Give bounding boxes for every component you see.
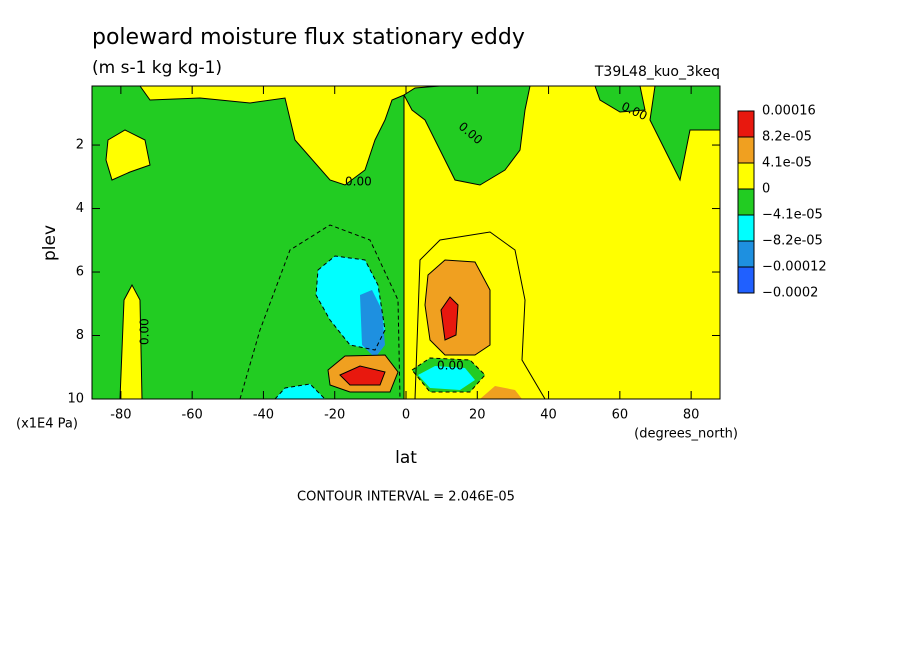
colorbar-label: 0	[762, 182, 770, 197]
colorbar-label: 4.1e-05	[762, 156, 812, 171]
contour-field	[92, 86, 720, 399]
x-tick-label: 0	[402, 408, 410, 423]
x-tick-label: -60	[182, 408, 203, 423]
y-tick-label: 4	[76, 201, 84, 216]
region	[480, 386, 522, 399]
y-axis-label: plev	[40, 225, 60, 261]
region	[120, 285, 142, 399]
region	[418, 366, 475, 390]
colorbar-label: 8.2e-05	[762, 130, 812, 145]
colorbar-label: −0.0002	[762, 286, 818, 301]
y-axis-units: (x1E4 Pa)	[16, 417, 78, 432]
x-tick-label: -20	[324, 408, 345, 423]
region	[106, 130, 150, 180]
colorbar-swatch	[737, 240, 755, 268]
region	[404, 86, 530, 185]
colorbar-swatch	[737, 214, 755, 242]
colorbar-swatch	[737, 266, 755, 294]
y-tick-label: 2	[76, 138, 84, 153]
colorbar-label: −4.1e-05	[762, 208, 823, 223]
x-axis-label: lat	[395, 448, 417, 468]
x-tick-label: 40	[540, 408, 557, 423]
x-tick-label: -80	[110, 408, 131, 423]
region	[92, 86, 404, 399]
y-tick-label: 8	[76, 328, 84, 343]
colorbar-swatch	[737, 162, 755, 190]
region	[650, 86, 720, 180]
contour-label: 0.00	[437, 359, 464, 373]
x-tick-label: -40	[253, 408, 274, 423]
region	[441, 297, 458, 340]
region	[360, 290, 385, 358]
x-tick-label: 60	[612, 408, 629, 423]
x-tick-label: 80	[683, 408, 700, 423]
chart-title: poleward moisture flux stationary eddy	[92, 25, 525, 50]
colorbar-swatch	[737, 110, 755, 138]
contour-lines	[92, 85, 720, 400]
contour-label: 0.00	[138, 318, 152, 345]
colorbar-label: 0.00016	[762, 104, 816, 119]
footer-note: CONTOUR INTERVAL = 2.046E-05	[297, 490, 515, 505]
contour-label: 0.00	[345, 175, 372, 189]
y-tick-label: 10	[67, 392, 84, 407]
region	[595, 86, 645, 112]
colorbar-swatch	[737, 136, 755, 164]
dataset-label: T39L48_kuo_3keq	[594, 64, 720, 80]
x-axis-units: (degrees_north)	[634, 427, 738, 442]
colorbar-label: −8.2e-05	[762, 234, 823, 249]
colorbar-swatch	[737, 188, 755, 216]
chart-subtitle: (m s-1 kg kg-1)	[92, 58, 222, 78]
x-tick-label: 20	[469, 408, 486, 423]
region	[340, 366, 385, 385]
colorbar-label: −0.00012	[762, 260, 827, 275]
y-tick-label: 6	[76, 265, 84, 280]
